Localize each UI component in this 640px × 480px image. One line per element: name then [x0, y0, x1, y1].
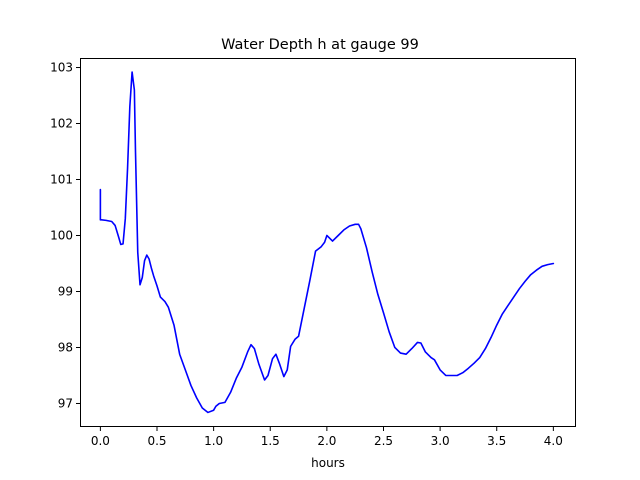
x-tick-label: 4.0	[544, 434, 563, 448]
x-tick-label: 0.0	[91, 434, 110, 448]
series-layer	[99, 71, 555, 414]
x-tick-label: 3.0	[431, 434, 450, 448]
x-tick-label: 2.5	[374, 434, 393, 448]
plot-area	[80, 58, 576, 427]
x-axis-label: hours	[311, 456, 345, 470]
y-tick-label: 100	[50, 229, 73, 243]
y-tick-label: 99	[58, 284, 73, 298]
x-tick-label: 1.5	[261, 434, 280, 448]
x-axis-ticks: 0.0 0.5 1.0 1.5 2.0 2.5 3.0 3.5 4.0	[91, 427, 563, 448]
y-tick-label: 103	[50, 61, 73, 75]
y-tick-label: 98	[58, 340, 73, 354]
x-tick-label: 0.5	[147, 434, 166, 448]
plot-frame	[80, 58, 576, 427]
chart-title: Water Depth h at gauge 99	[221, 37, 419, 53]
y-tick-label: 101	[50, 173, 73, 187]
x-tick-label: 3.5	[487, 434, 506, 448]
series-line	[99, 71, 555, 414]
x-tick-label: 1.0	[204, 434, 223, 448]
y-tick-label: 102	[50, 117, 73, 131]
y-axis-ticks: 97 98 99 100 101 102 103	[50, 61, 80, 410]
x-tick-label: 2.0	[317, 434, 336, 448]
y-tick-label: 97	[58, 396, 73, 410]
